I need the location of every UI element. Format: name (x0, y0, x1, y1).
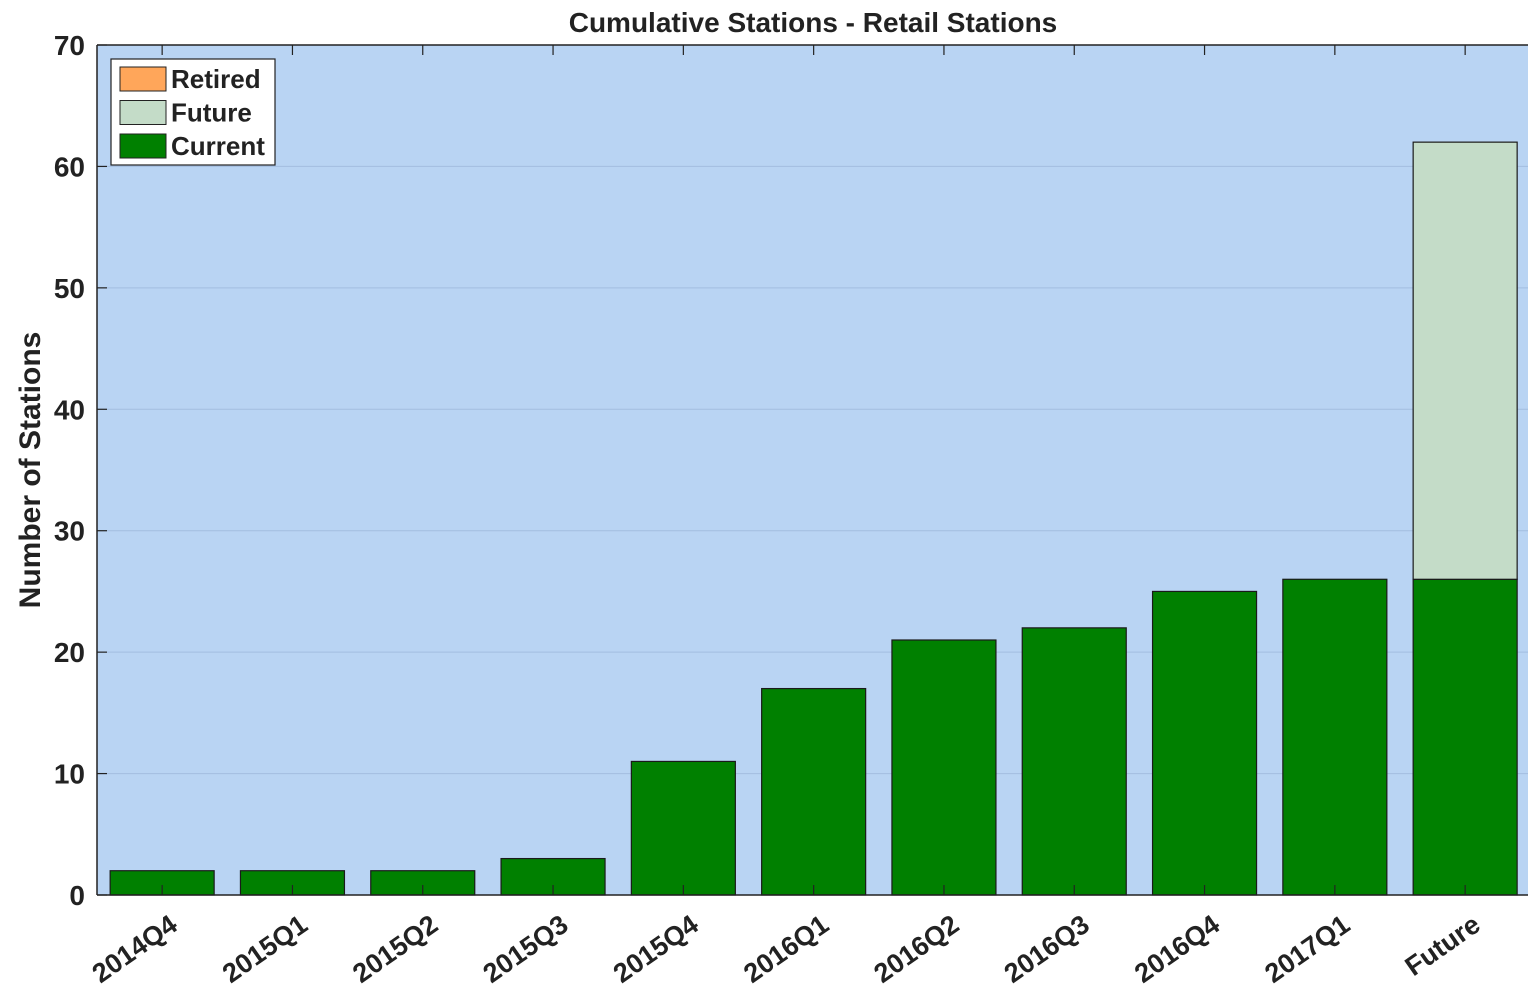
legend-swatch-future (119, 100, 167, 125)
legend-swatch-retired (119, 66, 167, 92)
legend-label-retired: Retired (171, 64, 261, 94)
bar-current-future (1412, 578, 1518, 896)
bar-current-2016q3 (1021, 627, 1127, 896)
chart-title: Cumulative Stations - Retail Stations (569, 7, 1058, 38)
y-tick-label: 30 (54, 516, 85, 547)
y-tick-label: 50 (54, 273, 85, 304)
legend-label-current: Current (171, 131, 265, 161)
y-tick-label: 40 (54, 394, 85, 425)
x-tick-labels: 2014Q4 2015Q1 2015Q2 2015Q3 2015Q4 2016Q1 2016… (87, 909, 1486, 989)
x-tick-label: 2015Q2 (347, 909, 443, 989)
y-tick-label: 60 (54, 151, 85, 182)
bar-current-2016q2 (891, 639, 997, 896)
x-tick-marks (161, 45, 1466, 895)
x-tick-label: 2016Q3 (999, 909, 1095, 989)
bar-current-2016q4 (1151, 590, 1258, 896)
bar-current-2017q1 (1282, 578, 1388, 896)
bar-current-2015q4 (630, 760, 736, 896)
x-tick-label: 2014Q4 (87, 909, 183, 989)
x-tick-label: 2016Q4 (1129, 909, 1225, 989)
x-tick-label: 2015Q1 (217, 909, 313, 989)
x-tick-label: 2016Q1 (738, 909, 834, 989)
x-tick-label: 2017Q1 (1259, 909, 1355, 989)
bar-current-2016q1 (761, 687, 867, 896)
legend-swatch-current (119, 133, 167, 159)
x-tick-label: Future (1400, 909, 1486, 982)
axes (96, 44, 1528, 896)
x-tick-label: 2015Q3 (478, 909, 574, 989)
legend-label-future: Future (171, 98, 252, 128)
x-tick-label: 2015Q4 (608, 909, 704, 989)
x-tick-label: 2016Q2 (868, 909, 964, 989)
y-tick-label: 10 (54, 759, 85, 790)
bars (109, 141, 1518, 896)
y-tick-labels: 0 10 20 30 40 50 60 70 (54, 30, 85, 911)
gridlines (97, 165, 1528, 775)
y-tick-label: 0 (69, 880, 85, 911)
bar-future-future (1412, 141, 1518, 580)
y-tick-label: 20 (54, 637, 85, 668)
y-axis-label: Number of Stations (14, 332, 47, 609)
y-tick-label: 70 (54, 30, 85, 61)
